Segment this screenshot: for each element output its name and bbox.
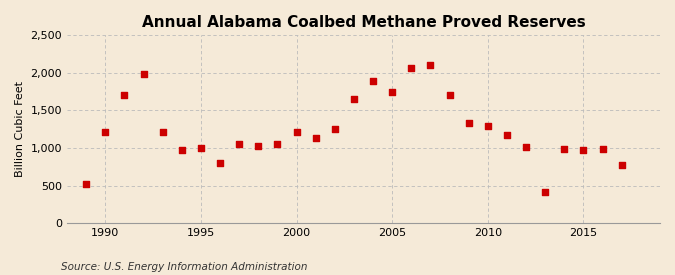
Point	[272, 142, 283, 147]
Point	[578, 148, 589, 152]
Point	[368, 79, 379, 83]
Text: Source: U.S. Energy Information Administration: Source: U.S. Energy Information Administ…	[61, 262, 307, 271]
Point	[138, 72, 149, 77]
Y-axis label: Billion Cubic Feet: Billion Cubic Feet	[15, 81, 25, 177]
Point	[119, 93, 130, 98]
Point	[291, 130, 302, 134]
Point	[329, 127, 340, 131]
Point	[502, 133, 512, 138]
Point	[176, 147, 187, 152]
Point	[196, 146, 207, 150]
Point	[559, 147, 570, 151]
Point	[463, 121, 474, 125]
Point	[310, 136, 321, 141]
Point	[387, 89, 398, 94]
Point	[406, 66, 416, 71]
Point	[253, 144, 264, 148]
Point	[157, 130, 168, 134]
Point	[215, 161, 225, 165]
Point	[483, 124, 493, 128]
Point	[100, 130, 111, 134]
Point	[616, 162, 627, 167]
Point	[348, 97, 359, 101]
Point	[520, 145, 531, 150]
Point	[597, 147, 608, 151]
Point	[425, 63, 436, 68]
Title: Annual Alabama Coalbed Methane Proved Reserves: Annual Alabama Coalbed Methane Proved Re…	[142, 15, 585, 30]
Point	[540, 189, 551, 194]
Point	[444, 92, 455, 97]
Point	[81, 182, 92, 186]
Point	[234, 141, 244, 146]
